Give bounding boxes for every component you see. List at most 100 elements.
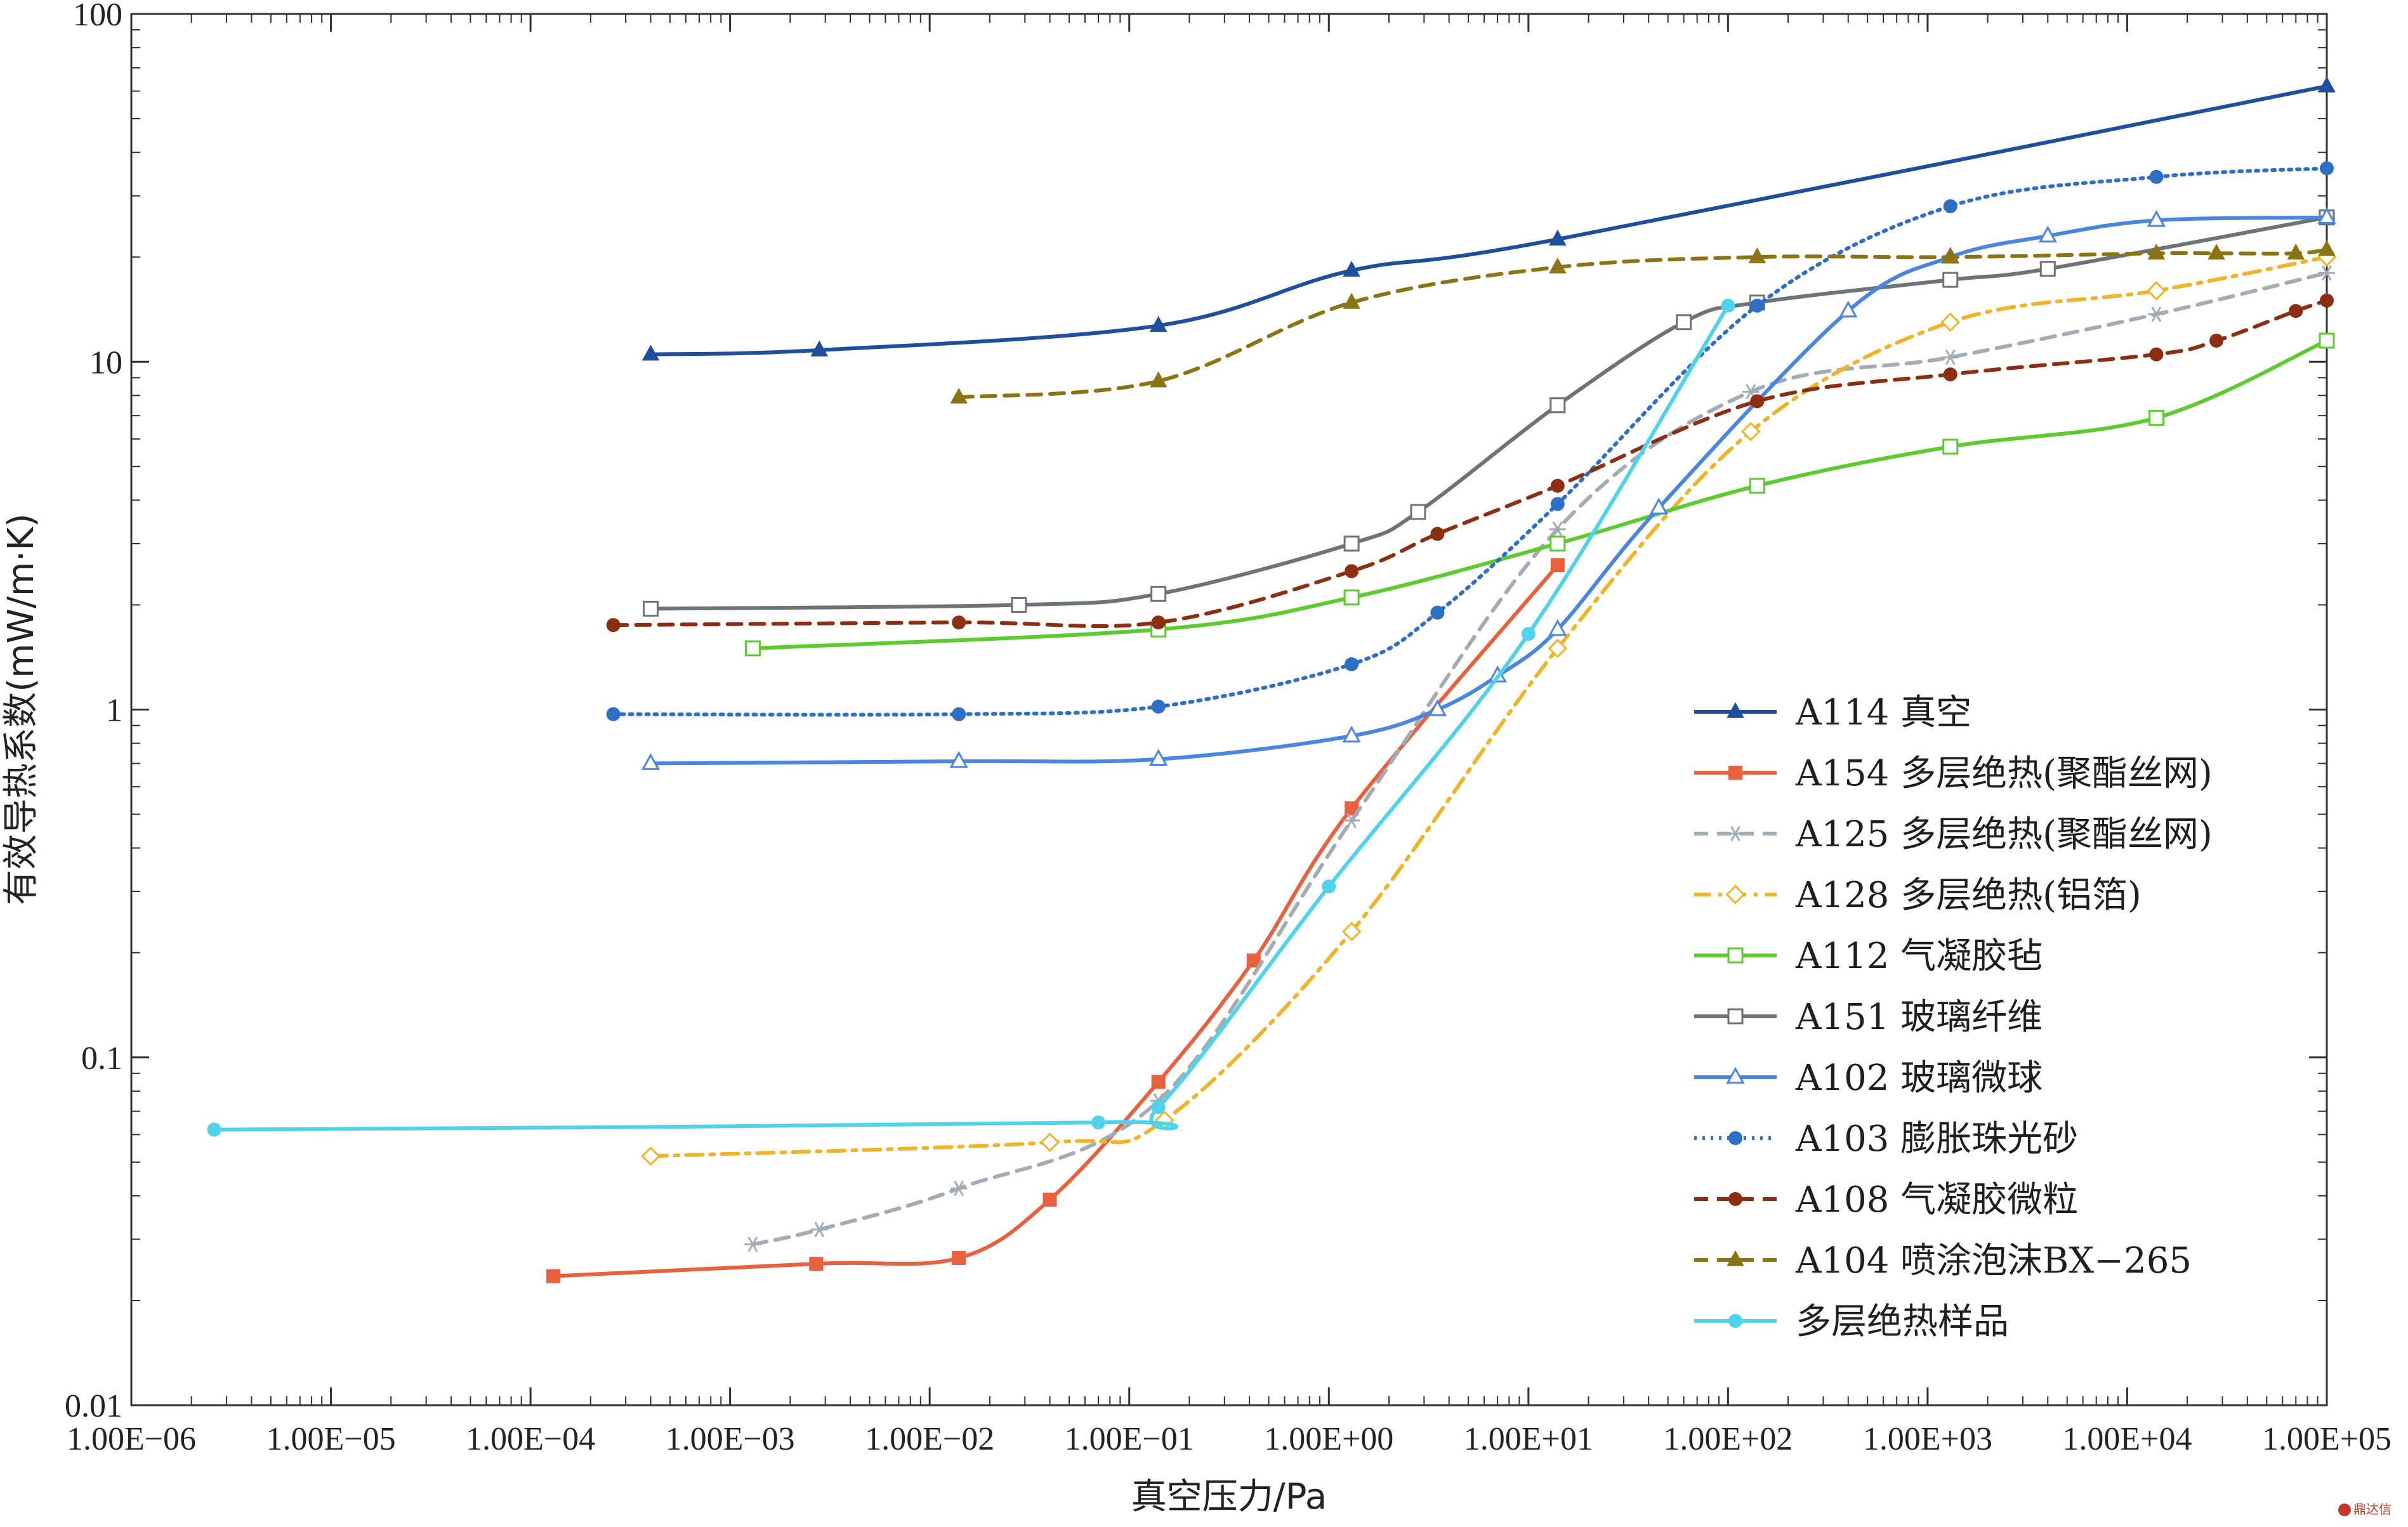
data-point — [2147, 244, 2166, 260]
legend-label: A151 玻璃纤维 — [1795, 997, 2043, 1038]
data-point — [1149, 749, 1168, 766]
data-point — [2039, 261, 2056, 277]
data-point — [1246, 953, 1261, 967]
series-line — [751, 339, 2327, 650]
legend-marker — [1725, 884, 1746, 905]
series-10 — [950, 240, 2336, 404]
data-point — [2318, 240, 2336, 256]
data-point — [1430, 605, 1445, 620]
watermark-icon — [2338, 1504, 2351, 1516]
series-1 — [641, 76, 2336, 361]
data-point — [641, 1146, 661, 1166]
series-line — [212, 303, 1730, 1132]
x-tick-label: 1.00E−02 — [865, 1421, 994, 1457]
legend-item: A108 气凝胶微粒 — [1694, 1179, 2078, 1221]
data-point — [2207, 244, 2225, 260]
data-point — [1341, 922, 1362, 941]
data-point — [2289, 304, 2303, 318]
legend-item: A128 多层绝热(铝箔) — [1694, 875, 2142, 916]
data-point — [1410, 504, 1426, 520]
x-tick-label: 1.00E+05 — [2262, 1421, 2392, 1457]
data-point — [810, 340, 829, 357]
data-point — [2038, 225, 2057, 243]
data-point — [1343, 589, 1360, 606]
y-tick-label: 1 — [106, 693, 122, 729]
legend-item: A112 气凝胶毡 — [1694, 936, 2043, 977]
series-9 — [606, 293, 2334, 632]
data-point — [809, 1257, 824, 1271]
legend: A114 真空 A154 多层绝热(聚酯丝网) A125 多层绝热(聚酯丝网) A12… — [1694, 692, 2213, 1342]
x-axis-title: 真空压力/Pa — [1131, 1476, 1327, 1517]
legend-marker — [1727, 825, 1744, 842]
data-point — [1343, 292, 1360, 309]
data-point — [1550, 497, 1565, 511]
data-point — [2320, 293, 2334, 308]
x-tick-label: 1.00E+03 — [1863, 1421, 1992, 1457]
data-point — [1943, 367, 1957, 382]
data-point — [1343, 813, 1360, 829]
legend-label: A102 玻璃微球 — [1795, 1058, 2043, 1099]
x-tick-label: 1.00E−06 — [67, 1421, 196, 1457]
data-point — [606, 707, 621, 721]
data-point — [1428, 699, 1447, 716]
data-point — [1521, 627, 1536, 641]
series-5 — [744, 332, 2335, 657]
legend-marker — [1727, 1250, 1744, 1266]
data-point — [1430, 527, 1445, 541]
data-point — [1942, 272, 1959, 288]
data-point — [1550, 558, 1565, 572]
watermark-logo: 鼎达信 — [2338, 1502, 2392, 1517]
data-point — [811, 1221, 828, 1238]
data-point — [952, 707, 966, 721]
data-point — [1721, 298, 1735, 313]
legend-marker — [1728, 766, 1742, 780]
series-line — [611, 166, 2327, 717]
data-point — [2209, 333, 2224, 348]
data-point — [2318, 265, 2336, 281]
legend-marker — [1728, 1314, 1742, 1328]
series-8 — [606, 161, 2334, 721]
data-point — [1040, 1132, 1060, 1152]
x-tick-label: 1.00E−03 — [666, 1421, 795, 1457]
data-point — [1740, 421, 1761, 442]
series-line — [957, 247, 2327, 400]
legend-marker — [1728, 1131, 1742, 1145]
legend-label: A108 气凝胶微粒 — [1795, 1179, 2078, 1221]
series-2 — [546, 558, 1565, 1283]
data-point — [1151, 1099, 1166, 1114]
legend-label: A104 喷涂泡沫BX−265 — [1795, 1240, 2192, 1281]
data-point — [1342, 725, 1361, 743]
data-point — [1043, 1192, 1057, 1207]
legend-item: A154 多层绝热(聚酯丝网) — [1694, 753, 2213, 794]
watermark-text: 鼎达信 — [2353, 1502, 2392, 1517]
series-11 — [207, 298, 1735, 1137]
data-point — [744, 640, 761, 657]
data-point — [1550, 478, 1565, 493]
data-point — [950, 1181, 968, 1196]
legend-label: A154 多层绝热(聚酯丝网) — [1795, 753, 2213, 794]
data-point — [1940, 312, 1961, 332]
data-point — [207, 1122, 221, 1137]
legend-item: A125 多层绝热(聚酯丝网) — [1694, 814, 2213, 855]
data-point — [1151, 1075, 1166, 1089]
series-line — [648, 84, 2327, 357]
y-tick-label: 10 — [89, 344, 122, 381]
axis-ticks: 1.00E−06 1.00E−05 1.00E−04 1.00E−03 1.00E−02… — [65, 0, 2392, 1457]
data-point — [2148, 306, 2165, 322]
data-point — [1549, 521, 1566, 537]
data-point — [1322, 879, 1336, 894]
data-point — [1749, 478, 1765, 494]
x-tick-label: 1.00E−05 — [266, 1421, 395, 1457]
data-point — [2149, 347, 2164, 362]
x-tick-label: 1.00E+01 — [1464, 1421, 1593, 1457]
data-point — [2320, 161, 2334, 176]
data-point — [2319, 332, 2335, 349]
legend-label: A125 多层绝热(聚酯丝网) — [1795, 814, 2213, 855]
series-3 — [744, 265, 2336, 1252]
data-point — [949, 750, 968, 768]
data-point — [546, 1269, 560, 1283]
data-point — [952, 615, 966, 630]
data-point — [606, 618, 621, 632]
data-point — [1839, 300, 1858, 318]
data-point — [1750, 298, 1765, 313]
